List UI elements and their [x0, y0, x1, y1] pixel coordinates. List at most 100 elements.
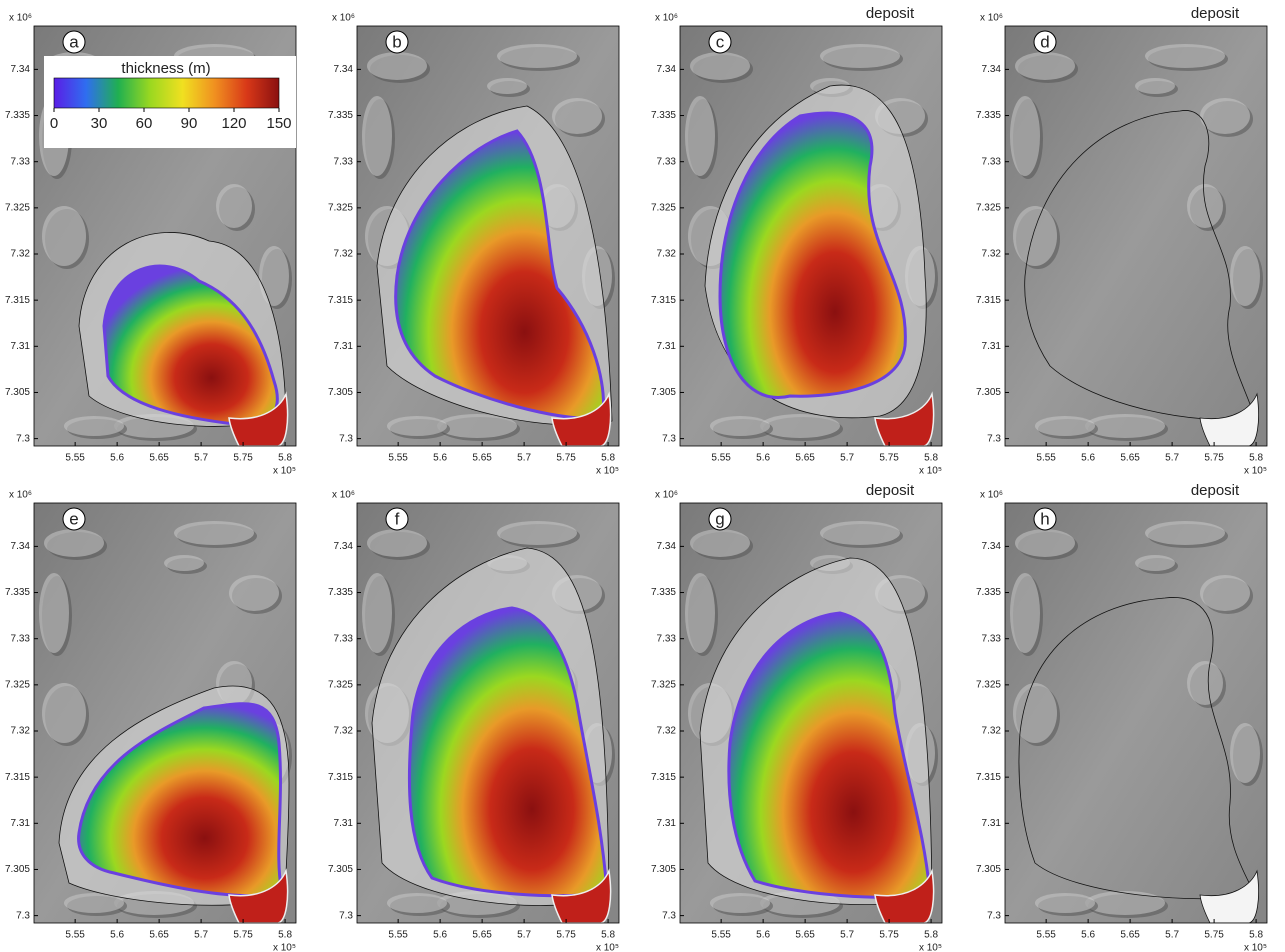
hill: [174, 521, 254, 545]
colorbar-tick-label: 0: [50, 115, 58, 132]
x-tick-label: 5.55: [388, 453, 408, 464]
y-tick-label: 7.3: [987, 433, 1001, 444]
y-tick-label: 7.315: [976, 772, 1001, 783]
x-tick-label: 5.8: [1249, 453, 1263, 464]
hill: [1015, 529, 1075, 557]
hill: [487, 78, 527, 94]
x-tick-label: 5.7: [840, 453, 854, 464]
x-tick-label: 5.65: [472, 930, 492, 941]
x-tick-label: 5.65: [1120, 453, 1140, 464]
hill: [1145, 44, 1225, 68]
hill: [42, 206, 86, 266]
y-tick-label: 7.34: [334, 541, 354, 552]
hill: [552, 98, 602, 134]
y-tick-label: 7.31: [982, 818, 1002, 829]
y-multiplier: x 10⁶: [9, 490, 32, 501]
x-tick-label: 5.6: [433, 930, 447, 941]
x-tick-label: 5.55: [1036, 930, 1056, 941]
y-tick-label: 7.305: [5, 387, 30, 398]
hill: [497, 44, 577, 68]
panel: 5.555.65.655.75.755.87.37.3057.317.3157.…: [328, 490, 619, 952]
hill: [39, 573, 69, 653]
x-tick-label: 5.65: [1120, 930, 1140, 941]
panel-letter: d: [1040, 32, 1049, 51]
hill: [690, 529, 750, 557]
y-tick-label: 7.3: [339, 910, 353, 921]
hill: [820, 44, 900, 68]
y-tick-label: 7.305: [976, 864, 1001, 875]
x-tick-label: 5.65: [795, 453, 815, 464]
map: [680, 26, 942, 446]
y-tick-label: 7.325: [328, 202, 353, 213]
x-tick-label: 5.7: [194, 930, 208, 941]
x-tick-label: 5.75: [879, 930, 899, 941]
y-tick-label: 7.34: [982, 541, 1002, 552]
x-tick-label: 5.75: [879, 453, 899, 464]
hill: [64, 416, 124, 436]
panel-letter: a: [69, 32, 79, 51]
panel-subtitle: deposit: [866, 482, 915, 499]
y-tick-label: 7.33: [657, 156, 677, 167]
y-tick-label: 7.31: [11, 341, 31, 352]
hill: [1200, 98, 1250, 134]
y-tick-label: 7.335: [651, 110, 676, 121]
map: [680, 503, 942, 923]
y-tick-label: 7.335: [976, 587, 1001, 598]
y-tick-label: 7.34: [11, 64, 31, 75]
y-tick-label: 7.31: [657, 341, 677, 352]
y-tick-label: 7.33: [657, 633, 677, 644]
colorbar-tick-label: 150: [266, 115, 291, 132]
y-tick-label: 7.32: [334, 249, 354, 260]
x-multiplier: x 10⁵: [919, 943, 942, 952]
panel-letter: c: [716, 32, 725, 51]
x-multiplier: x 10⁵: [1244, 943, 1267, 952]
x-tick-label: 5.75: [233, 930, 253, 941]
hill: [710, 893, 770, 913]
y-tick-label: 7.325: [651, 679, 676, 690]
x-tick-label: 5.7: [517, 930, 531, 941]
y-tick-label: 7.325: [976, 679, 1001, 690]
x-tick-label: 5.8: [278, 453, 292, 464]
x-tick-label: 5.8: [924, 453, 938, 464]
x-tick-label: 5.7: [1165, 930, 1179, 941]
y-tick-label: 7.32: [982, 249, 1002, 260]
y-tick-label: 7.34: [982, 64, 1002, 75]
hill: [685, 96, 715, 176]
colorbar-tick-label: 90: [181, 115, 198, 132]
y-tick-label: 7.33: [334, 633, 354, 644]
panel-subtitle: deposit: [1191, 482, 1240, 499]
hill: [387, 416, 447, 436]
y-tick-label: 7.34: [334, 64, 354, 75]
y-tick-label: 7.32: [11, 249, 31, 260]
x-tick-label: 5.6: [1081, 930, 1095, 941]
x-tick-label: 5.55: [711, 453, 731, 464]
y-multiplier: x 10⁶: [9, 13, 32, 24]
panel-letter: g: [715, 509, 724, 528]
y-tick-label: 7.325: [328, 679, 353, 690]
panel-letter: h: [1040, 509, 1049, 528]
x-tick-label: 5.55: [1036, 453, 1056, 464]
colorbar-tick-label: 60: [136, 115, 153, 132]
hill: [229, 575, 279, 611]
y-tick-label: 7.31: [334, 341, 354, 352]
hill: [497, 521, 577, 545]
hill: [1085, 891, 1165, 915]
y-multiplier: x 10⁶: [980, 13, 1003, 24]
y-tick-label: 7.31: [657, 818, 677, 829]
colorbar-tick-label: 30: [91, 115, 108, 132]
x-tick-label: 5.65: [149, 453, 169, 464]
x-tick-label: 5.8: [924, 930, 938, 941]
x-tick-label: 5.6: [110, 453, 124, 464]
x-tick-label: 5.55: [711, 930, 731, 941]
y-tick-label: 7.33: [982, 156, 1002, 167]
y-tick-label: 7.315: [5, 772, 30, 783]
hill: [1010, 573, 1040, 653]
map: [357, 503, 619, 923]
y-tick-label: 7.33: [11, 633, 31, 644]
y-tick-label: 7.335: [976, 110, 1001, 121]
x-tick-label: 5.8: [278, 930, 292, 941]
y-tick-label: 7.3: [987, 910, 1001, 921]
x-tick-label: 5.55: [388, 930, 408, 941]
